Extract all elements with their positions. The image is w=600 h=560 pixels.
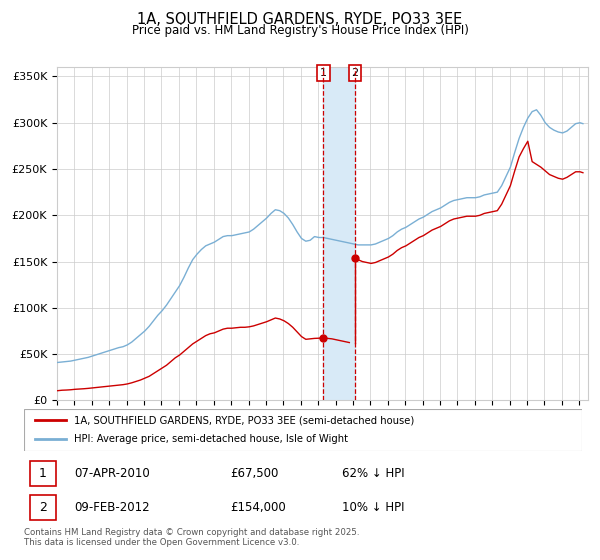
- Text: HPI: Average price, semi-detached house, Isle of Wight: HPI: Average price, semi-detached house,…: [74, 435, 348, 445]
- Text: £154,000: £154,000: [230, 501, 286, 514]
- Text: 1A, SOUTHFIELD GARDENS, RYDE, PO33 3EE: 1A, SOUTHFIELD GARDENS, RYDE, PO33 3EE: [137, 12, 463, 27]
- Bar: [323, 67, 355, 400]
- Text: Contains HM Land Registry data © Crown copyright and database right 2025.
This d: Contains HM Land Registry data © Crown c…: [24, 528, 359, 548]
- Text: 09-FEB-2012: 09-FEB-2012: [74, 501, 150, 514]
- Text: 1A, SOUTHFIELD GARDENS, RYDE, PO33 3EE (semi-detached house): 1A, SOUTHFIELD GARDENS, RYDE, PO33 3EE (…: [74, 415, 415, 425]
- Text: 62% ↓ HPI: 62% ↓ HPI: [342, 467, 404, 480]
- Bar: [29, 461, 56, 486]
- Text: Price paid vs. HM Land Registry's House Price Index (HPI): Price paid vs. HM Land Registry's House …: [131, 24, 469, 37]
- Text: 07-APR-2010: 07-APR-2010: [74, 467, 150, 480]
- Text: 1: 1: [320, 68, 327, 78]
- Text: 2: 2: [39, 501, 47, 514]
- Text: £67,500: £67,500: [230, 467, 279, 480]
- Bar: [29, 495, 56, 520]
- Text: 10% ↓ HPI: 10% ↓ HPI: [342, 501, 404, 514]
- Text: 1: 1: [39, 467, 47, 480]
- Text: 2: 2: [352, 68, 359, 78]
